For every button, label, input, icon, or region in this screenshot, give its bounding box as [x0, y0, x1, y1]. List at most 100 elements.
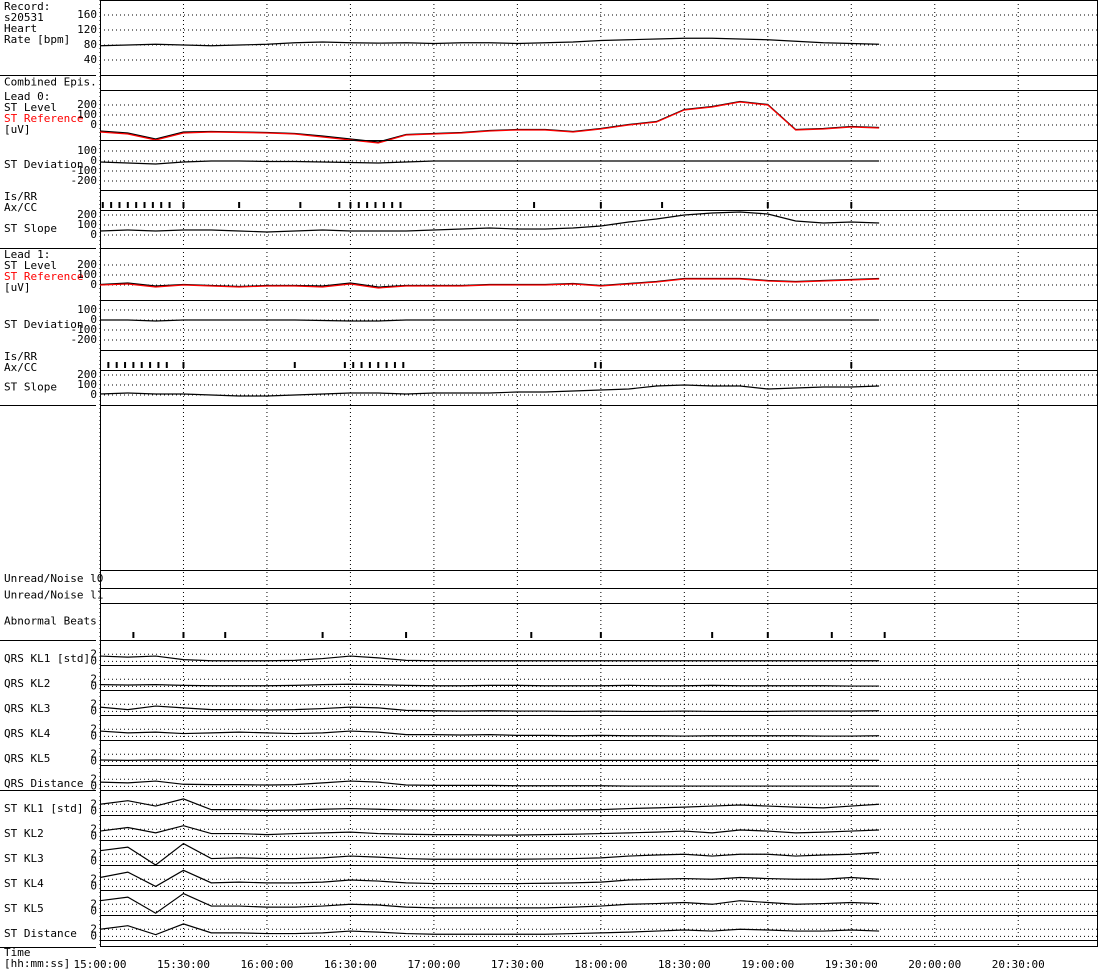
panel-label: Is/RR: [4, 190, 37, 203]
x-tick-label: 18:30:00: [658, 958, 711, 970]
y-tick-label: 40: [84, 53, 97, 66]
event-marker: [850, 362, 853, 368]
series-line: [100, 730, 880, 737]
panel-label: Ax/CC: [4, 361, 37, 374]
panel-label: ST Level: [4, 101, 57, 114]
x-tick-label: 20:30:00: [992, 958, 1045, 970]
plot-frame: [100, 0, 1098, 947]
series-line: [100, 655, 880, 662]
event-marker: [299, 202, 302, 208]
event-marker: [135, 202, 138, 208]
event-marker: [391, 202, 394, 208]
x-tick-label: 15:30:00: [157, 958, 210, 970]
y-tick-label: 0: [90, 679, 97, 692]
y-tick-label: 2: [90, 922, 97, 935]
event-marker: [100, 362, 101, 368]
event-marker: [533, 202, 536, 208]
event-marker: [124, 362, 127, 368]
y-tick-label: 0: [90, 829, 97, 842]
series-line: [100, 705, 880, 713]
event-marker: [377, 362, 380, 368]
event-marker: [850, 202, 853, 208]
series-line: [100, 869, 880, 888]
event-marker: [115, 362, 118, 368]
y-tick-label: 100: [77, 378, 97, 391]
panel-label: [uV]: [4, 123, 31, 136]
panel-label: Unread/Noise l0: [4, 572, 103, 585]
y-tick-label: 2: [90, 897, 97, 910]
y-tick-label: -200: [71, 174, 98, 187]
y-tick-label: 0: [90, 228, 97, 241]
event-marker: [238, 202, 241, 208]
series-line: [100, 892, 880, 914]
x-axis-title: Time: [4, 946, 31, 959]
event-marker: [157, 362, 160, 368]
panel-label: QRS Distance: [4, 777, 83, 790]
panel-label: Combined Epis.: [4, 76, 97, 89]
event-marker: [357, 202, 360, 208]
event-marker: [132, 362, 135, 368]
series-line: [100, 683, 880, 687]
y-tick-label: 0: [90, 704, 97, 717]
y-tick-label: 0: [90, 388, 97, 401]
x-axis-unit: [hh:mm:ss]: [4, 957, 70, 970]
panel-label: ST Reference: [4, 270, 83, 283]
panel-label: QRS KL1 [std]: [4, 652, 90, 665]
x-tick-label: 16:30:00: [324, 958, 377, 970]
event-marker: [321, 632, 324, 638]
event-marker: [224, 632, 227, 638]
panel-label: Heart: [4, 22, 37, 35]
event-marker: [599, 362, 602, 368]
series-line: [100, 211, 880, 233]
event-marker: [168, 202, 171, 208]
event-marker: [132, 632, 135, 638]
x-tick-label: 19:30:00: [825, 958, 878, 970]
event-marker: [385, 362, 388, 368]
panel-label: ST Slope: [4, 381, 57, 394]
y-tick-label: 100: [77, 144, 97, 157]
y-tick-label: 2: [90, 797, 97, 810]
panel-label: Ax/CC: [4, 201, 37, 214]
y-tick-label: 2: [90, 822, 97, 835]
x-tick-label: 18:00:00: [574, 958, 627, 970]
panel-label: ST KL5: [4, 902, 44, 915]
event-marker: [711, 632, 714, 638]
y-tick-label: 100: [77, 108, 97, 121]
y-tick-label: -100: [71, 164, 98, 177]
panel-label: QRS KL2: [4, 677, 50, 690]
y-tick-label: 200: [77, 208, 97, 221]
series-line: [100, 798, 880, 811]
panel-label: ST Deviation: [4, 158, 83, 171]
y-tick-label: 2: [90, 747, 97, 760]
panel-label: Lead 0:: [4, 90, 50, 103]
y-tick-label: 0: [90, 804, 97, 817]
y-tick-label: 0: [90, 654, 97, 667]
panel-label: ST KL2: [4, 827, 44, 840]
x-tick-label: 20:00:00: [908, 958, 961, 970]
event-marker: [151, 202, 154, 208]
event-marker: [599, 632, 602, 638]
x-tick-label: 15:00:00: [74, 958, 127, 970]
x-tick-label: 17:00:00: [407, 958, 460, 970]
panel-label: Rate [bpm]: [4, 33, 70, 46]
event-marker: [110, 202, 113, 208]
series-line: [100, 923, 880, 936]
panel-label: QRS KL5: [4, 752, 50, 765]
y-tick-label: 0: [90, 904, 97, 917]
panel-label: ST Distance: [4, 927, 77, 940]
panel-label: ST Level: [4, 259, 57, 272]
y-tick-label: 200: [77, 98, 97, 111]
event-marker: [107, 362, 110, 368]
event-marker: [165, 362, 168, 368]
event-marker: [366, 202, 369, 208]
panel-label: s20531: [4, 11, 44, 24]
event-marker: [101, 202, 104, 208]
event-marker: [530, 632, 533, 638]
y-tick-label: 160: [77, 8, 97, 21]
event-marker: [182, 202, 185, 208]
y-tick-label: 2: [90, 647, 97, 660]
event-marker: [402, 362, 405, 368]
panel-label: QRS KL4: [4, 727, 51, 740]
series-line: [100, 825, 880, 836]
